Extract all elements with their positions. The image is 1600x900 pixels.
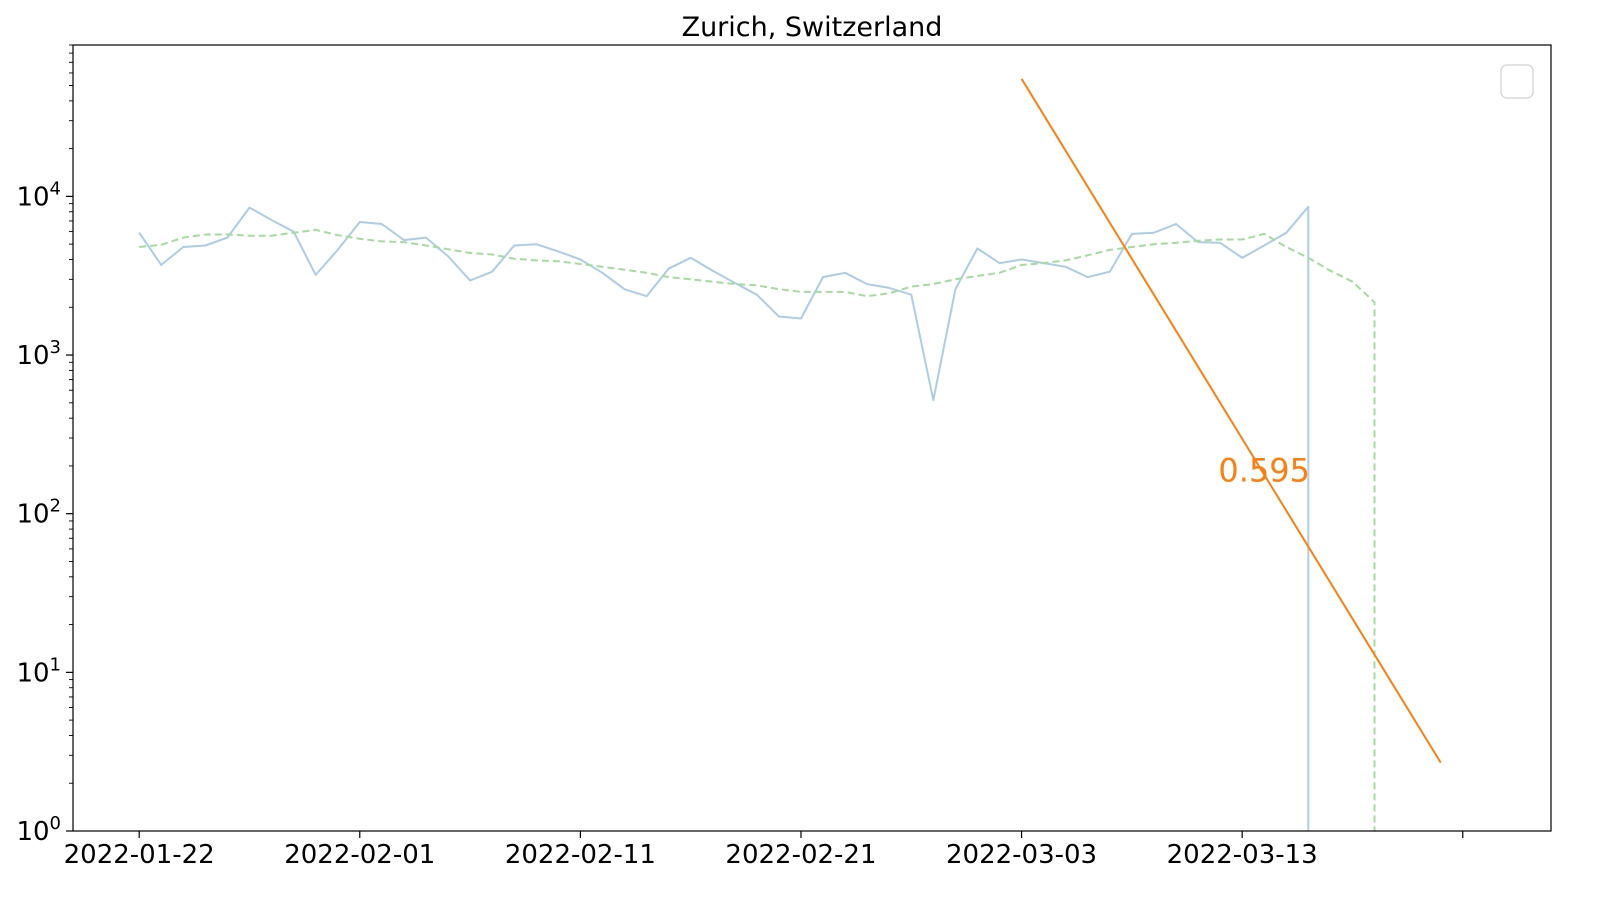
x-tick-label: 2022-01-22 xyxy=(64,840,215,870)
plot-area xyxy=(138,78,1442,831)
legend-box xyxy=(1500,64,1534,99)
chart-title: Zurich, Switzerland xyxy=(682,12,943,43)
y-axis: 100 101 102 103 104 xyxy=(16,44,73,847)
y-tick-label: 101 xyxy=(16,654,61,688)
x-tick-label: 2022-02-01 xyxy=(284,840,435,870)
series-line-1 xyxy=(138,205,1310,831)
series-line-2 xyxy=(139,228,1376,831)
x-tick-label: 2022-03-03 xyxy=(946,840,1097,870)
x-axis: 2022-01-22 2022-02-01 2022-02-11 2022-02-21… xyxy=(64,831,1464,870)
annotations: 0.595 xyxy=(1218,451,1310,489)
y-tick-label: 100 xyxy=(16,813,61,847)
x-tick-label: 2022-03-13 xyxy=(1167,840,1318,870)
plot-frame xyxy=(72,44,1552,832)
y-tick-label: 104 xyxy=(16,178,61,212)
x-tick-label: 2022-02-11 xyxy=(505,840,656,870)
y-tick-label: 103 xyxy=(16,337,61,371)
x-tick-label: 2022-02-21 xyxy=(725,840,876,870)
y-tick-label: 102 xyxy=(16,496,61,530)
annotation-label: 0.595 xyxy=(1218,451,1310,489)
series-line-3 xyxy=(1020,78,1442,764)
